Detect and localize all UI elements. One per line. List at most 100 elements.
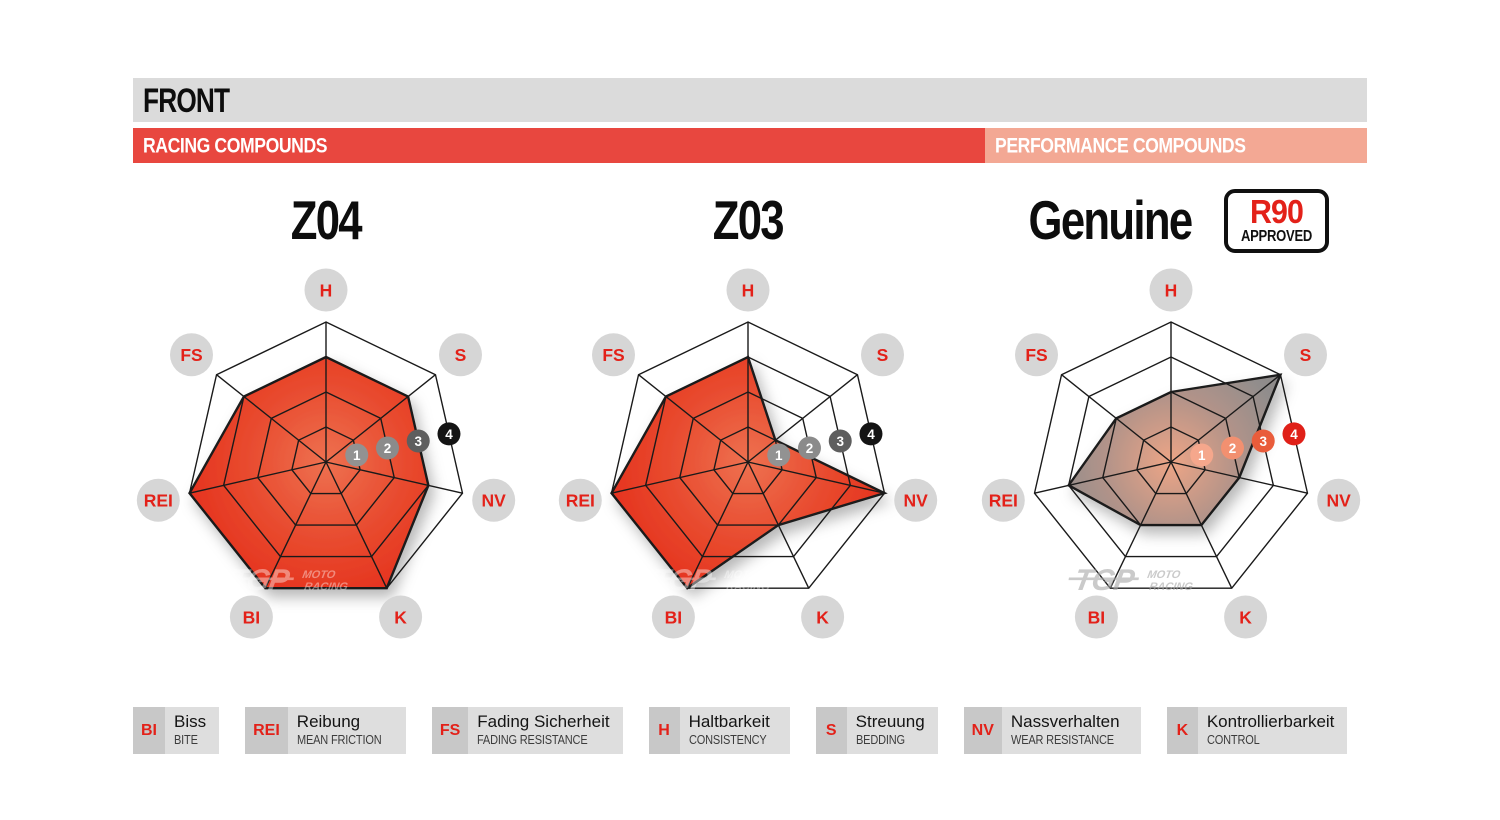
axis-label-bi: BI xyxy=(1074,595,1118,639)
legend-translation: CONTROL xyxy=(1206,733,1260,748)
axis-label-bi: BI xyxy=(229,595,273,639)
svg-text:3: 3 xyxy=(836,434,844,449)
axis-label-k: K xyxy=(1224,595,1268,639)
chart-title-genuine: Genuine R90 APPROVED xyxy=(951,189,1391,253)
chart-title-z03: Z03 xyxy=(528,190,968,252)
svg-text:1: 1 xyxy=(775,448,783,463)
performance-compounds-label: PERFORMANCE COMPOUNDS xyxy=(995,132,1246,158)
axis-label-rei: REI xyxy=(981,478,1025,522)
scale-marker-1: 1 xyxy=(767,443,791,467)
axis-label-k: K xyxy=(379,595,423,639)
svg-text:H: H xyxy=(1165,280,1178,300)
scale-marker-1: 1 xyxy=(1190,443,1214,467)
svg-text:NV: NV xyxy=(1327,491,1352,511)
svg-text:RACING: RACING xyxy=(303,581,349,593)
svg-text:1: 1 xyxy=(353,448,361,463)
scale-marker-2: 2 xyxy=(375,436,399,460)
axis-label-fs: FS xyxy=(1015,333,1058,377)
legend-translation: MEAN FRICTION xyxy=(296,733,382,748)
svg-text:RACING: RACING xyxy=(1148,581,1194,593)
chart-title-z04: Z04 xyxy=(106,190,546,252)
svg-text:REI: REI xyxy=(989,491,1018,511)
svg-text:2: 2 xyxy=(384,441,392,456)
legend-translation: BEDDING xyxy=(855,733,905,748)
svg-text:MOTO: MOTO xyxy=(723,569,758,581)
legend-term: Haltbarkeit xyxy=(688,712,770,731)
axis-label-nv: NV xyxy=(1317,478,1361,522)
axis-label-h: H xyxy=(726,268,770,312)
legend-abbr: K xyxy=(1166,707,1198,754)
legend-translation: WEAR RESISTANCE xyxy=(1010,733,1114,748)
svg-text:REI: REI xyxy=(566,491,595,511)
svg-text:S: S xyxy=(455,345,467,365)
svg-text:TGP: TGP xyxy=(1072,564,1138,597)
legend-term: Nassverhalten xyxy=(1010,712,1120,731)
svg-text:4: 4 xyxy=(1290,427,1298,442)
legend-abbr: NV xyxy=(963,707,1002,754)
scale-marker-2: 2 xyxy=(797,436,821,460)
legend-translation: BITE xyxy=(174,733,198,748)
legend-item-h: H Haltbarkeit CONSISTENCY xyxy=(648,707,790,754)
svg-text:MOTO: MOTO xyxy=(1146,569,1181,581)
svg-text:FS: FS xyxy=(180,345,202,365)
radar-web-grid xyxy=(188,321,464,589)
svg-text:TGP: TGP xyxy=(649,564,715,597)
legend-term: Streuung xyxy=(855,712,925,731)
svg-text:FS: FS xyxy=(1025,345,1047,365)
svg-text:BI: BI xyxy=(1088,607,1106,627)
compound-name-genuine: Genuine xyxy=(1029,190,1194,252)
legend-item-fs: FS Fading Sicherheit FADING RESISTANCE xyxy=(431,707,623,754)
approved-label: APPROVED xyxy=(1240,228,1312,246)
svg-text:S: S xyxy=(877,345,889,365)
svg-text:NV: NV xyxy=(904,491,929,511)
scale-marker-2: 2 xyxy=(1220,436,1244,460)
legend-term: Fading Sicherheit xyxy=(477,712,610,731)
legend-abbr: S xyxy=(815,707,847,754)
legend-bar: BI Biss BITE REI Reibung MEAN FRICTION F… xyxy=(133,707,1367,754)
page-title: FRONT xyxy=(143,80,230,119)
legend-term: Kontrollierbarkeit xyxy=(1206,712,1335,731)
legend-abbr: BI xyxy=(133,707,165,754)
legend-item-k: K Kontrollierbarkeit CONTROL xyxy=(1166,707,1348,754)
legend-item-s: S Streuung BEDDING xyxy=(815,707,938,754)
compound-name-z04: Z04 xyxy=(290,190,363,252)
svg-text:NV: NV xyxy=(482,491,507,511)
axis-label-fs: FS xyxy=(592,333,635,377)
svg-text:TGP: TGP xyxy=(227,564,293,597)
legend-item-rei: REI Reibung MEAN FRICTION xyxy=(245,707,406,754)
radar-web-grid xyxy=(1033,321,1309,589)
legend-translation: FADING RESISTANCE xyxy=(477,733,588,748)
radar-web-grid xyxy=(610,321,886,589)
legend-item-bi: BI Biss BITE xyxy=(133,707,220,754)
svg-text:3: 3 xyxy=(414,434,422,449)
legend-abbr: FS xyxy=(431,707,469,754)
axis-label-rei: REI xyxy=(136,478,180,522)
legend-abbr: H xyxy=(648,707,680,754)
svg-text:3: 3 xyxy=(1259,434,1267,449)
scale-marker-4: 4 xyxy=(1282,422,1306,446)
legend-translation: CONSISTENCY xyxy=(688,733,767,748)
svg-text:1: 1 xyxy=(1198,448,1206,463)
axis-label-nv: NV xyxy=(472,478,516,522)
svg-text:4: 4 xyxy=(867,427,875,442)
scale-marker-3: 3 xyxy=(406,429,430,453)
svg-text:K: K xyxy=(1239,607,1252,627)
compound-name-z03: Z03 xyxy=(712,190,785,252)
racing-compounds-bar: RACING COMPOUNDS xyxy=(133,128,985,163)
svg-text:RACING: RACING xyxy=(725,581,771,593)
front-header-bar: FRONT xyxy=(133,78,1367,122)
svg-text:MOTO: MOTO xyxy=(301,569,336,581)
axis-label-bi: BI xyxy=(651,595,695,639)
axis-label-rei: REI xyxy=(558,478,602,522)
svg-text:FS: FS xyxy=(602,345,624,365)
axis-label-h: H xyxy=(1149,268,1193,312)
scale-marker-4: 4 xyxy=(859,422,883,446)
svg-text:S: S xyxy=(1300,345,1312,365)
svg-text:K: K xyxy=(816,607,829,627)
